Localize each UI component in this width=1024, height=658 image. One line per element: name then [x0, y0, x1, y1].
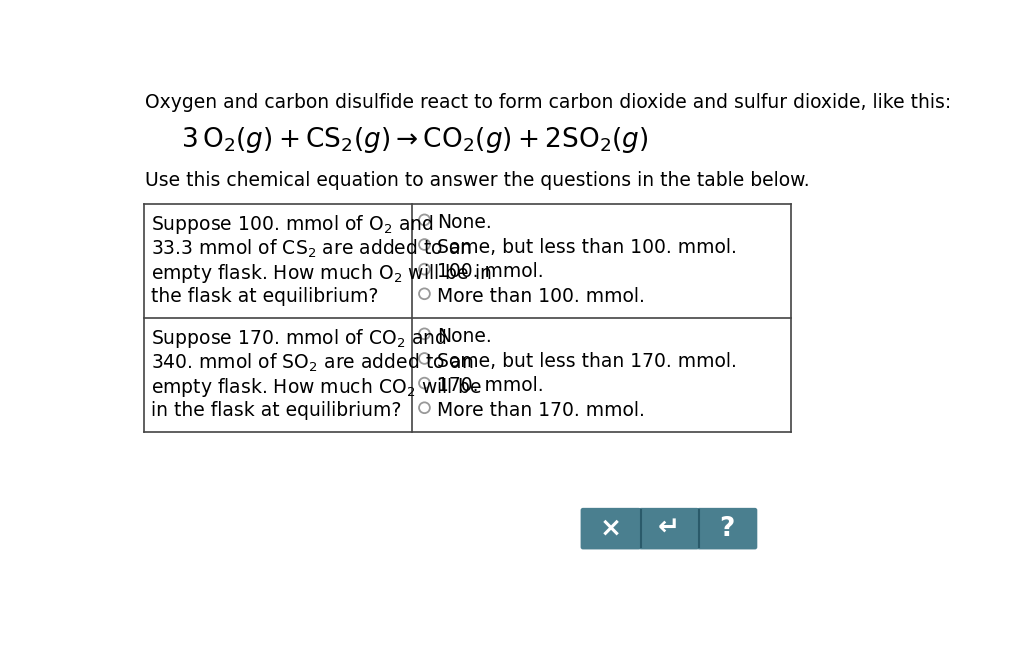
- Text: 33.3 mmol of $\mathrm{CS_2}$ are added to an: 33.3 mmol of $\mathrm{CS_2}$ are added t…: [152, 238, 472, 260]
- Text: 340. mmol of $\mathrm{SO_2}$ are added to an: 340. mmol of $\mathrm{SO_2}$ are added t…: [152, 351, 474, 374]
- Text: Suppose 170. mmol of $\mathrm{CO_2}$ and: Suppose 170. mmol of $\mathrm{CO_2}$ and: [152, 327, 446, 350]
- Text: Some, but less than 100. mmol.: Some, but less than 100. mmol.: [437, 238, 736, 257]
- Text: empty flask. How much $\mathrm{O_2}$ will be in: empty flask. How much $\mathrm{O_2}$ wil…: [152, 263, 492, 285]
- Text: None.: None.: [437, 327, 492, 346]
- Text: in the flask at equilibrium?: in the flask at equilibrium?: [152, 401, 401, 420]
- Text: Some, but less than 170. mmol.: Some, but less than 170. mmol.: [437, 351, 736, 370]
- FancyBboxPatch shape: [697, 508, 758, 549]
- Text: 100. mmol.: 100. mmol.: [437, 263, 544, 281]
- Text: Use this chemical equation to answer the questions in the table below.: Use this chemical equation to answer the…: [145, 171, 810, 190]
- FancyBboxPatch shape: [639, 508, 699, 549]
- FancyBboxPatch shape: [581, 508, 641, 549]
- Text: ↵: ↵: [657, 516, 680, 542]
- Text: the flask at equilibrium?: the flask at equilibrium?: [152, 287, 379, 306]
- Text: ×: ×: [600, 516, 622, 542]
- Text: empty flask. How much $\mathrm{CO_2}$ will be: empty flask. How much $\mathrm{CO_2}$ wi…: [152, 376, 482, 399]
- Text: 170. mmol.: 170. mmol.: [437, 376, 544, 395]
- Text: More than 100. mmol.: More than 100. mmol.: [437, 287, 645, 306]
- Text: Oxygen and carbon disulfide react to form carbon dioxide and sulfur dioxide, lik: Oxygen and carbon disulfide react to for…: [145, 93, 951, 112]
- Text: More than 170. mmol.: More than 170. mmol.: [437, 401, 645, 420]
- Text: ?: ?: [720, 516, 735, 542]
- Text: $3\,\mathrm{O_2}(g) + \mathrm{CS_2}(g) \rightarrow \mathrm{CO_2}(g) + 2\mathrm{S: $3\,\mathrm{O_2}(g) + \mathrm{CS_2}(g) \…: [180, 125, 648, 155]
- Text: None.: None.: [437, 213, 492, 232]
- Text: Suppose 100. mmol of $\mathrm{O_2}$ and: Suppose 100. mmol of $\mathrm{O_2}$ and: [152, 213, 434, 236]
